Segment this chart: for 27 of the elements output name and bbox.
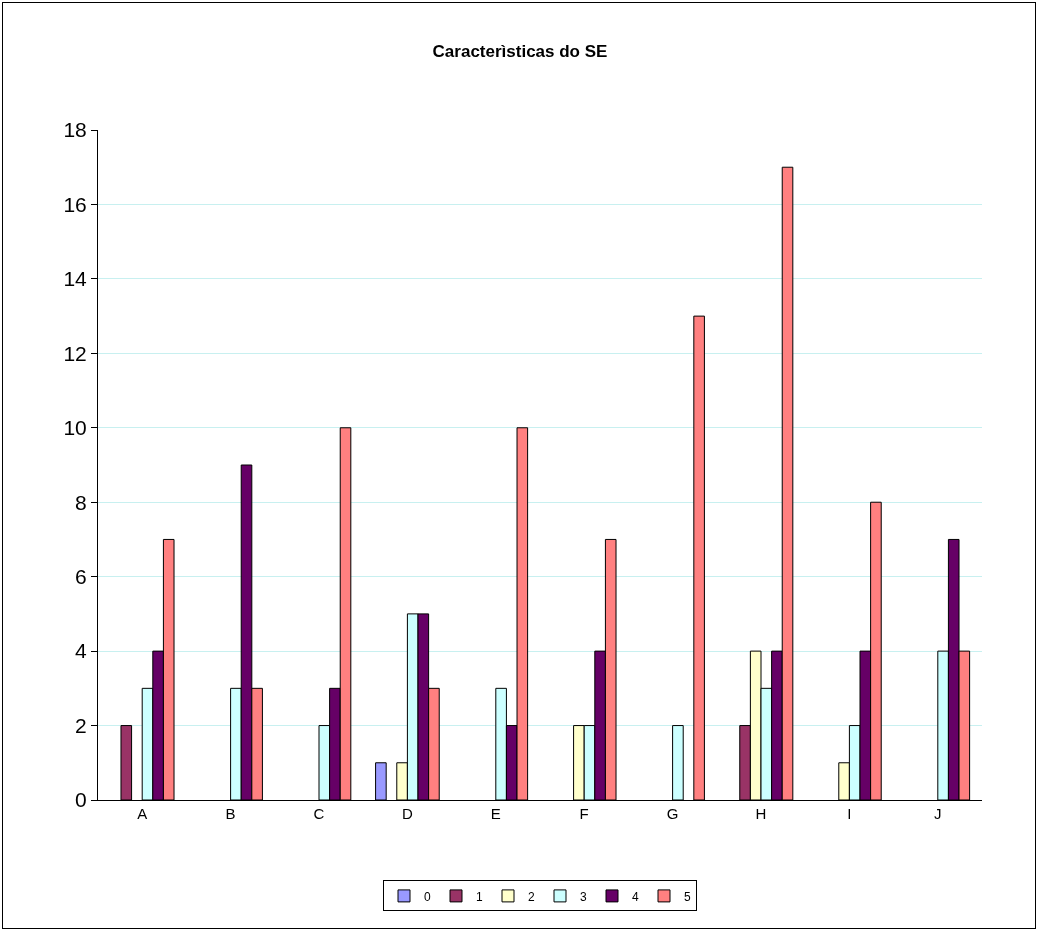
y-tick-label: 0 — [75, 788, 87, 812]
x-tick-label: H — [755, 805, 767, 822]
x-tick-label: G — [666, 805, 679, 822]
y-tick-label: 16 — [63, 192, 87, 216]
y-tick-label: 10 — [63, 416, 87, 440]
y-tick-label: 6 — [75, 565, 87, 589]
x-tick-label: J — [934, 805, 942, 822]
x-tick-label: D — [401, 805, 413, 822]
y-tick-label: 18 — [63, 118, 87, 142]
x-tick-label: C — [313, 805, 325, 822]
y-tick-label: 8 — [75, 490, 87, 514]
legend-label: 3 — [580, 889, 587, 904]
y-tick-label: 4 — [75, 639, 88, 663]
x-tick-label: F — [579, 805, 589, 822]
y-tick-label: 2 — [75, 713, 87, 737]
y-tick-label: 12 — [63, 341, 87, 365]
legend-label: 2 — [528, 889, 535, 904]
x-tick-label: I — [847, 805, 852, 822]
x-tick-label: E — [490, 805, 501, 822]
y-tick-label: 14 — [63, 267, 88, 291]
chart-title: Caracterìsticas do SE — [432, 41, 608, 61]
x-tick-label: B — [225, 805, 236, 822]
legend-label: 0 — [424, 889, 431, 904]
legend-label: 5 — [684, 889, 691, 904]
x-tick-label: A — [137, 805, 148, 822]
legend-label: 4 — [632, 889, 639, 904]
legend-label: 1 — [476, 889, 483, 904]
